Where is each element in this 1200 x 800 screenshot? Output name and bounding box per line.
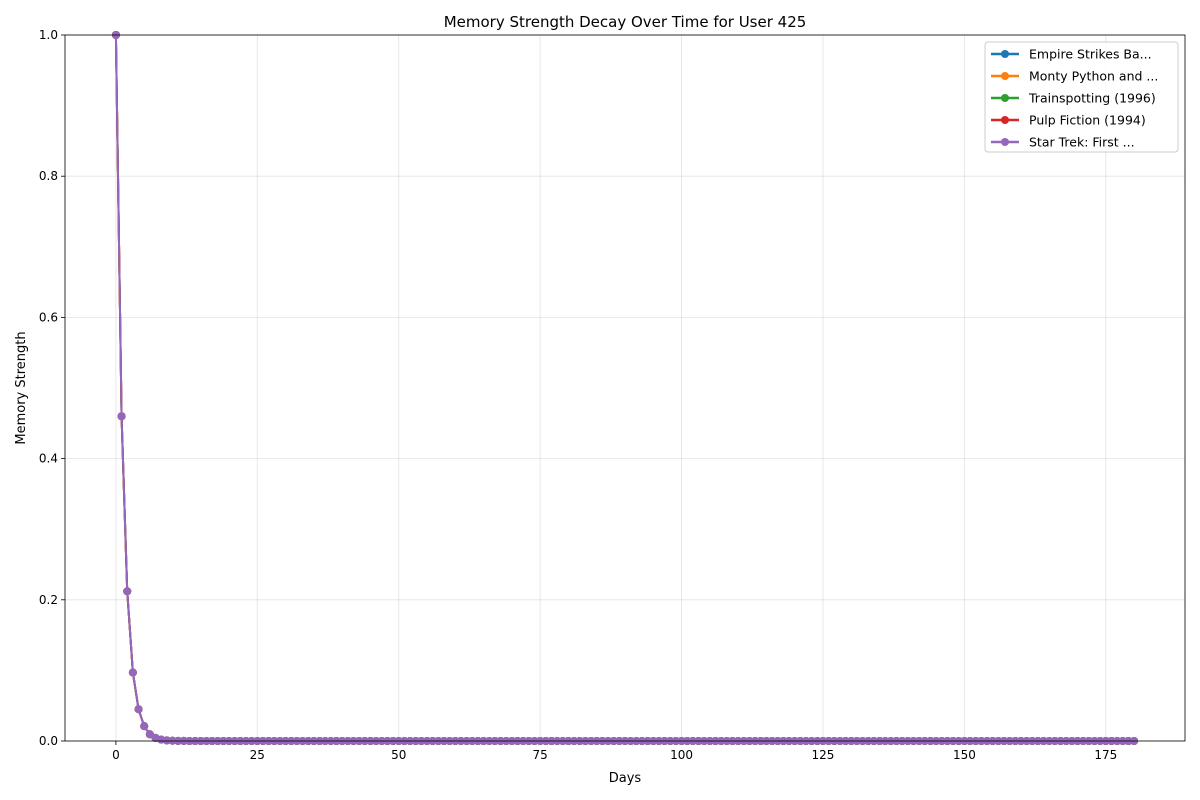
legend-frame (984, 41, 1179, 153)
legend-label: Empire Strikes Ba... (1029, 47, 1152, 62)
y-tick-label: 1.0 (39, 28, 58, 42)
series-5 (111, 31, 1139, 745)
legend-item: Pulp Fiction (1994) (991, 113, 1146, 128)
x-tick-label: 125 (812, 748, 835, 762)
legend: Empire Strikes Ba... Monty Python and ...… (984, 41, 1179, 153)
legend-label: Trainspotting (1996) (1028, 91, 1156, 106)
y-tick-label: 0.4 (39, 452, 58, 466)
x-tick-label: 25 (250, 748, 265, 762)
y-tick-label: 0.0 (39, 734, 58, 748)
legend-label: Pulp Fiction (1994) (1029, 113, 1146, 128)
x-axis-title: Days (609, 771, 642, 786)
grid-lines (65, 34, 1185, 742)
x-tick-label: 0 (112, 748, 120, 762)
legend-marker (1001, 50, 1009, 58)
legend-marker (1001, 116, 1009, 124)
x-tick-label: 75 (533, 748, 548, 762)
data-point (123, 587, 132, 596)
y-tick-label: 0.2 (39, 593, 58, 607)
x-tick-label: 150 (953, 748, 976, 762)
y-axis-title: Memory Strength (14, 331, 29, 444)
data-point (134, 705, 143, 714)
data-point (117, 412, 126, 421)
legend-marker (1001, 94, 1009, 102)
legend-item: Monty Python and ... (991, 69, 1158, 84)
plot-frame (64, 34, 1186, 742)
legend-item: Star Trek: First ... (991, 135, 1135, 150)
data-point (140, 722, 149, 731)
x-tick-label: 50 (391, 748, 406, 762)
data-point (162, 736, 171, 745)
legend-marker (1001, 72, 1009, 80)
legend-label: Monty Python and ... (1029, 69, 1158, 84)
legend-label: Star Trek: First ... (1029, 135, 1135, 150)
x-axis-ticks: 0 25 50 75 100 125 150 175 (112, 741, 1117, 762)
legend-item: Trainspotting (1996) (991, 91, 1156, 106)
y-tick-label: 0.6 (39, 310, 58, 324)
y-axis-ticks: 0.0 0.2 0.4 0.6 0.8 1.0 (39, 28, 65, 748)
plot-area (65, 35, 1185, 741)
y-tick-label: 0.8 (39, 169, 58, 183)
legend-marker (1001, 138, 1009, 146)
x-tick-label: 175 (1094, 748, 1117, 762)
x-tick-label: 100 (670, 748, 693, 762)
legend-item: Empire Strikes Ba... (991, 47, 1152, 62)
data-point (128, 668, 137, 677)
chart-title: Memory Strength Decay Over Time for User… (444, 13, 807, 31)
